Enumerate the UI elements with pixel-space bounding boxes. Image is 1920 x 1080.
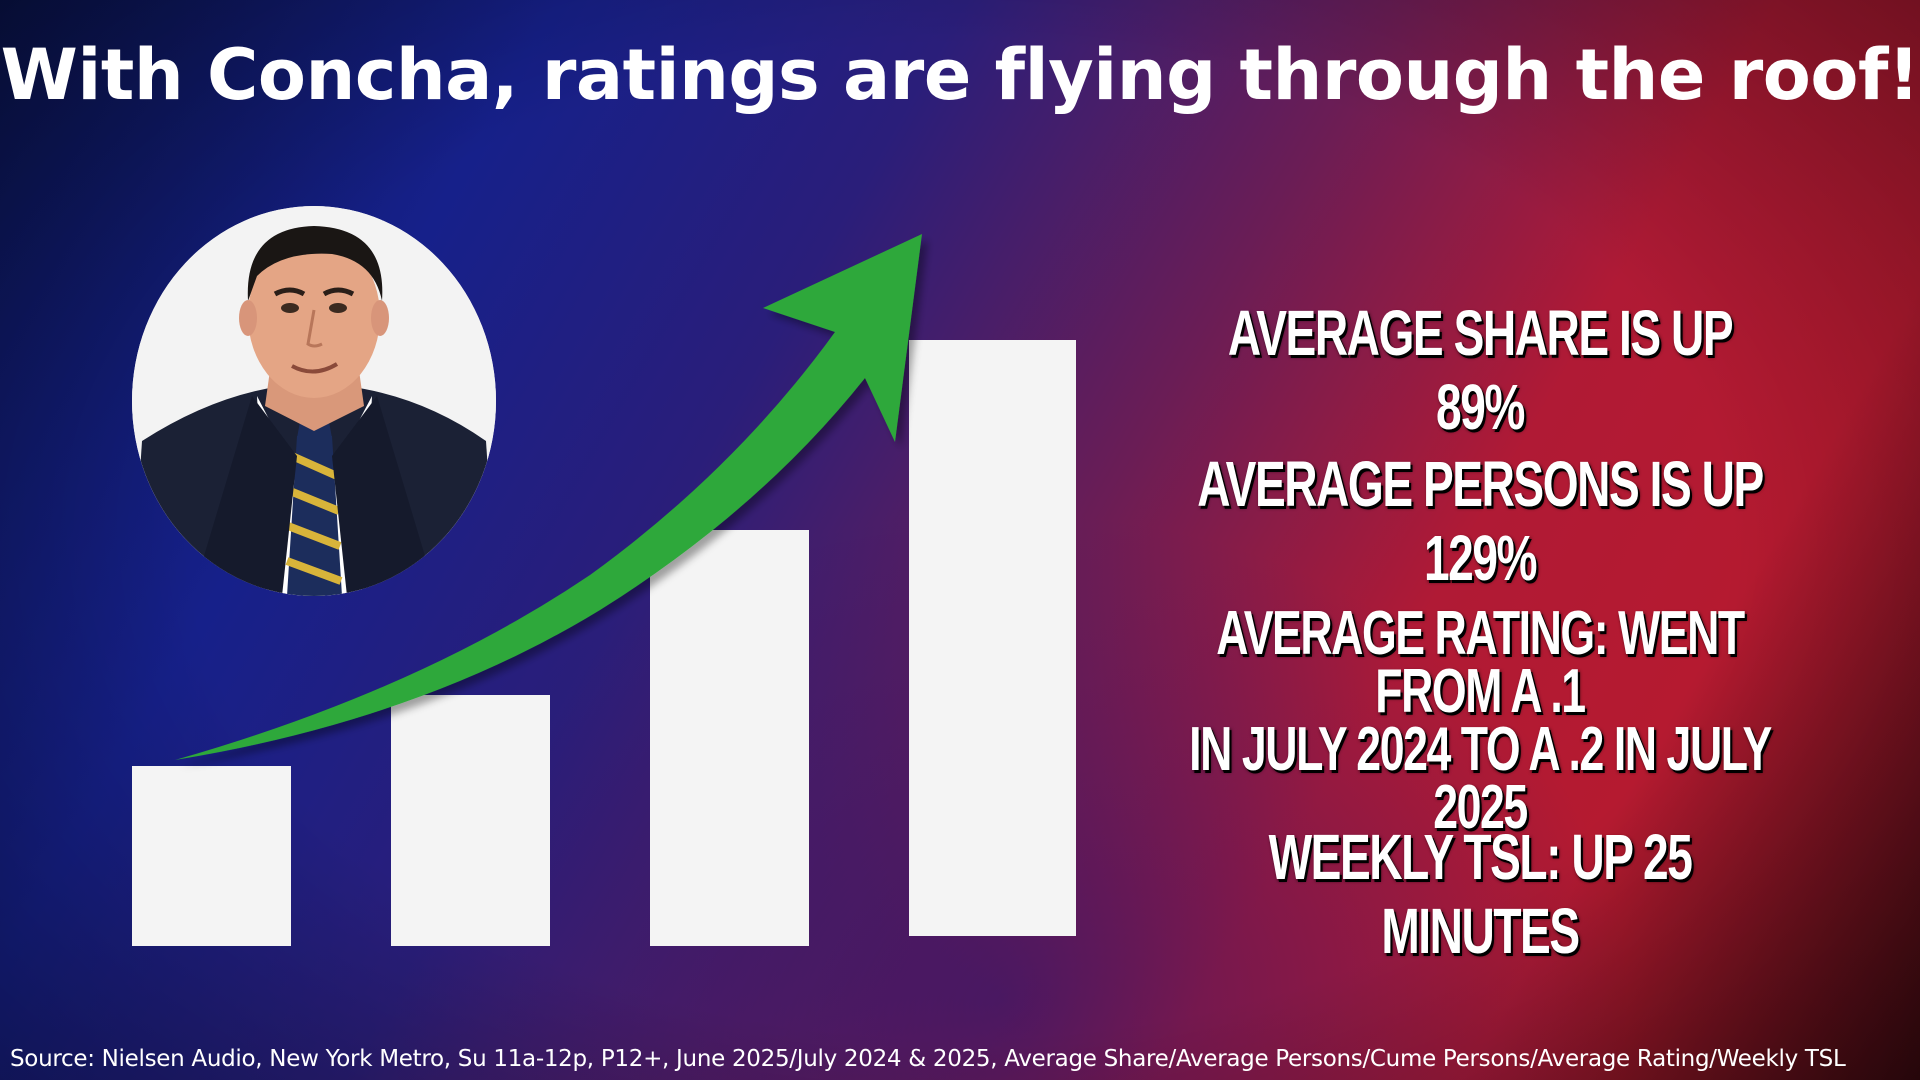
bar-4 bbox=[909, 340, 1076, 936]
stat-average-rating-line-2: IN JULY 2024 TO A .2 IN JULY 2025 bbox=[1189, 715, 1772, 842]
stat-weekly-tsl: WEEKLY TSL: UP 25 MINUTES bbox=[1268, 821, 1693, 967]
host-portrait bbox=[132, 206, 496, 596]
source-footnote: Source: Nielsen Audio, New York Metro, S… bbox=[10, 1046, 1846, 1072]
bar-2 bbox=[391, 695, 550, 946]
stat-average-persons: AVERAGE PERSONS IS UP 129% bbox=[1197, 448, 1764, 594]
stat-average-rating: AVERAGE RATING: WENT FROM A .1 IN JULY 2… bbox=[1163, 599, 1797, 842]
stat-average-share: AVERAGE SHARE IS UP 89% bbox=[1227, 297, 1734, 443]
stat-average-rating-line-1: AVERAGE RATING: WENT FROM A .1 bbox=[1216, 599, 1745, 726]
headline: With Concha, ratings are flying through … bbox=[0, 34, 1920, 116]
bar-3 bbox=[650, 530, 809, 946]
bar-1 bbox=[132, 766, 291, 946]
